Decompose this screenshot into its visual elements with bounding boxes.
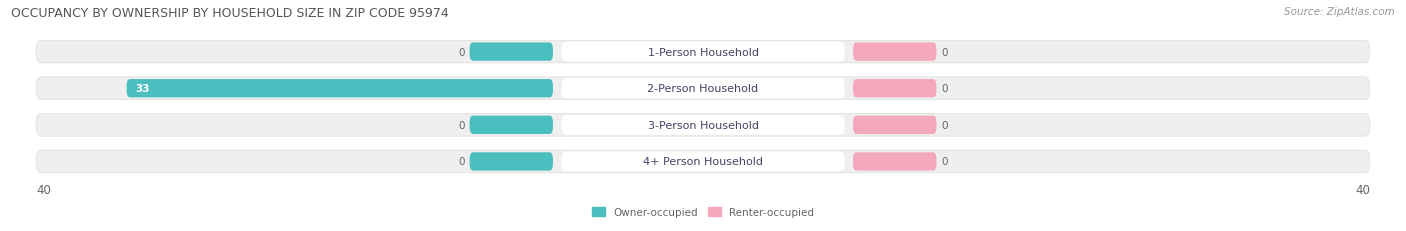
Text: 0: 0: [458, 120, 464, 130]
Text: 4+ Person Household: 4+ Person Household: [643, 157, 763, 167]
Text: Source: ZipAtlas.com: Source: ZipAtlas.com: [1284, 7, 1395, 17]
FancyBboxPatch shape: [127, 80, 553, 98]
Text: 0: 0: [458, 157, 464, 167]
FancyBboxPatch shape: [37, 114, 1369, 137]
FancyBboxPatch shape: [37, 41, 1369, 64]
FancyBboxPatch shape: [853, 153, 936, 171]
Text: 0: 0: [942, 47, 948, 57]
Text: 3-Person Household: 3-Person Household: [648, 120, 758, 130]
Text: 0: 0: [942, 120, 948, 130]
Text: 2-Person Household: 2-Person Household: [647, 84, 759, 94]
Text: 40: 40: [1355, 183, 1369, 196]
FancyBboxPatch shape: [561, 43, 845, 62]
Text: 0: 0: [942, 157, 948, 167]
FancyBboxPatch shape: [561, 79, 845, 99]
FancyBboxPatch shape: [470, 116, 553, 134]
Text: OCCUPANCY BY OWNERSHIP BY HOUSEHOLD SIZE IN ZIP CODE 95974: OCCUPANCY BY OWNERSHIP BY HOUSEHOLD SIZE…: [11, 7, 449, 20]
FancyBboxPatch shape: [37, 78, 1369, 100]
FancyBboxPatch shape: [561, 116, 845, 135]
Text: 1-Person Household: 1-Person Household: [648, 47, 758, 57]
FancyBboxPatch shape: [853, 43, 936, 61]
FancyBboxPatch shape: [470, 43, 553, 61]
FancyBboxPatch shape: [561, 152, 845, 172]
Text: 0: 0: [942, 84, 948, 94]
Legend: Owner-occupied, Renter-occupied: Owner-occupied, Renter-occupied: [588, 203, 818, 221]
Text: 0: 0: [458, 47, 464, 57]
Text: 33: 33: [135, 84, 149, 94]
FancyBboxPatch shape: [37, 150, 1369, 173]
FancyBboxPatch shape: [853, 80, 936, 98]
FancyBboxPatch shape: [470, 153, 553, 171]
Text: 40: 40: [37, 183, 51, 196]
FancyBboxPatch shape: [853, 116, 936, 134]
